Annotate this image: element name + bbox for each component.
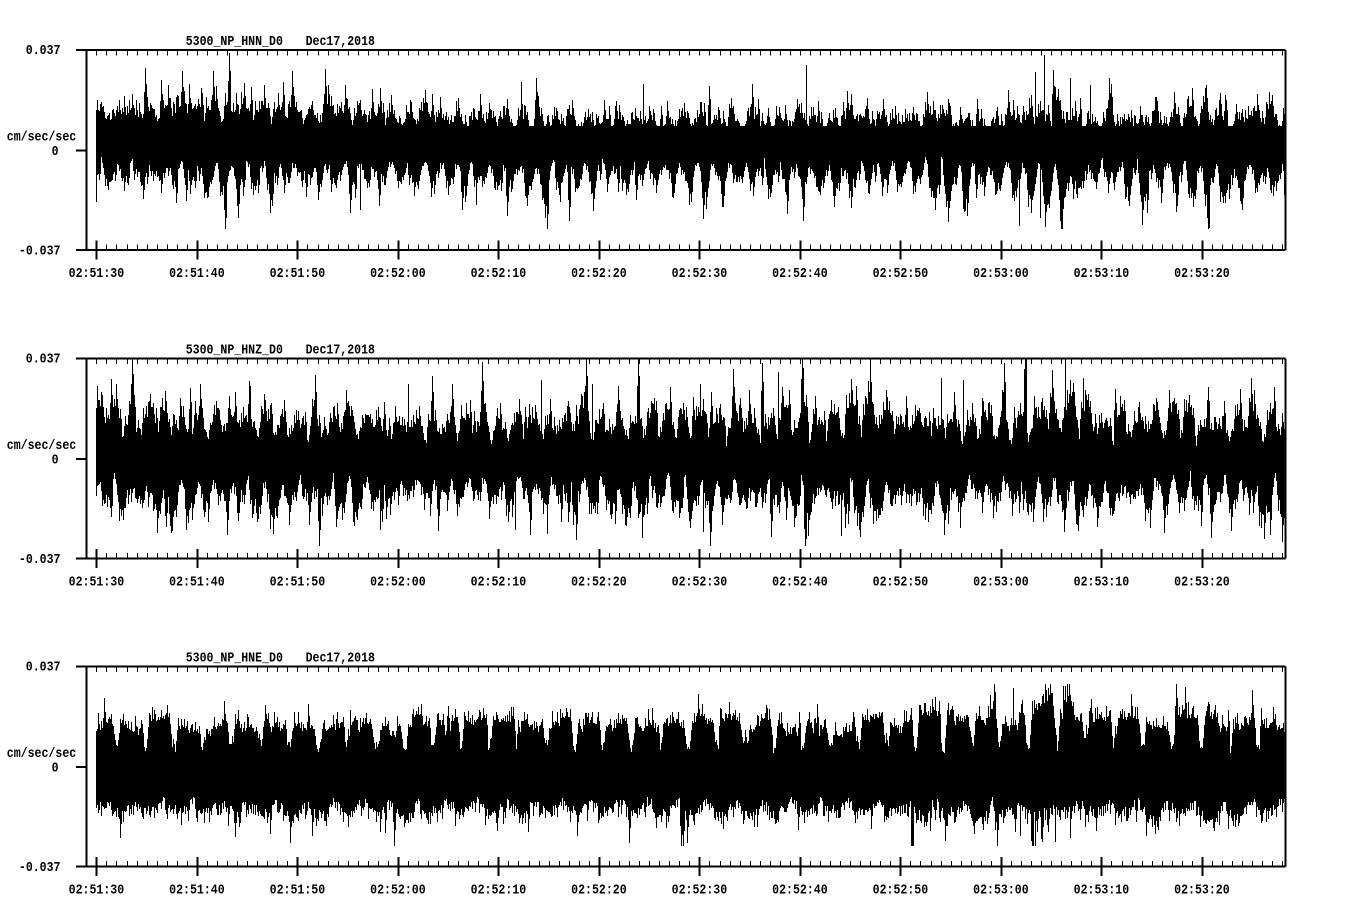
svg-text:02:52:50: 02:52:50 (873, 574, 929, 590)
svg-text:02:52:40: 02:52:40 (772, 574, 828, 590)
svg-text:cm/sec/sec: cm/sec/sec (7, 129, 76, 145)
svg-text:02:52:10: 02:52:10 (471, 882, 527, 898)
svg-text:02:53:20: 02:53:20 (1174, 882, 1230, 898)
svg-text:02:51:50: 02:51:50 (270, 266, 326, 282)
svg-text:02:51:50: 02:51:50 (270, 882, 326, 898)
svg-text:02:53:10: 02:53:10 (1074, 574, 1130, 590)
svg-text:cm/sec/sec: cm/sec/sec (7, 746, 76, 762)
svg-text:02:52:00: 02:52:00 (370, 882, 426, 898)
svg-text:02:52:50: 02:52:50 (873, 882, 929, 898)
svg-text:5300_NP_HNE_D0: 5300_NP_HNE_D0 (186, 650, 283, 666)
svg-text:02:51:30: 02:51:30 (69, 574, 125, 590)
svg-text:02:51:50: 02:51:50 (270, 574, 326, 590)
svg-text:-0.037: -0.037 (19, 860, 61, 876)
svg-text:5300_NP_HNN_D0: 5300_NP_HNN_D0 (186, 34, 283, 50)
svg-text:02:52:20: 02:52:20 (571, 266, 627, 282)
svg-text:02:53:00: 02:53:00 (973, 266, 1029, 282)
svg-text:02:52:40: 02:52:40 (772, 266, 828, 282)
svg-text:02:51:40: 02:51:40 (169, 882, 225, 898)
svg-text:02:53:20: 02:53:20 (1174, 266, 1230, 282)
svg-text:02:51:40: 02:51:40 (169, 266, 225, 282)
svg-text:02:51:30: 02:51:30 (69, 882, 125, 898)
svg-text:Dec17,2018: Dec17,2018 (306, 342, 375, 358)
svg-text:0: 0 (52, 453, 59, 469)
svg-text:02:52:10: 02:52:10 (471, 574, 527, 590)
svg-text:02:52:30: 02:52:30 (672, 574, 728, 590)
svg-text:02:51:30: 02:51:30 (69, 266, 125, 282)
svg-text:02:53:10: 02:53:10 (1074, 882, 1130, 898)
svg-text:02:52:50: 02:52:50 (873, 266, 929, 282)
svg-text:0.037: 0.037 (26, 43, 61, 59)
svg-text:02:52:20: 02:52:20 (571, 574, 627, 590)
svg-text:02:51:40: 02:51:40 (169, 574, 225, 590)
svg-text:-0.037: -0.037 (19, 243, 61, 259)
svg-text:02:52:30: 02:52:30 (672, 882, 728, 898)
svg-text:Dec17,2018: Dec17,2018 (306, 34, 375, 50)
svg-text:-0.037: -0.037 (19, 552, 61, 568)
svg-text:0: 0 (52, 144, 59, 160)
svg-text:02:53:20: 02:53:20 (1174, 574, 1230, 590)
svg-text:02:53:00: 02:53:00 (973, 574, 1029, 590)
svg-text:02:53:00: 02:53:00 (973, 882, 1029, 898)
svg-text:02:52:20: 02:52:20 (571, 882, 627, 898)
svg-text:02:52:00: 02:52:00 (370, 574, 426, 590)
svg-text:0.037: 0.037 (26, 351, 61, 367)
svg-text:0: 0 (52, 761, 59, 777)
svg-text:0.037: 0.037 (26, 659, 61, 675)
svg-text:02:52:30: 02:52:30 (672, 266, 728, 282)
svg-text:02:53:10: 02:53:10 (1074, 266, 1130, 282)
svg-text:02:52:10: 02:52:10 (471, 266, 527, 282)
svg-text:02:52:00: 02:52:00 (370, 266, 426, 282)
svg-text:Dec17,2018: Dec17,2018 (306, 650, 375, 666)
svg-text:02:52:40: 02:52:40 (772, 882, 828, 898)
svg-text:cm/sec/sec: cm/sec/sec (7, 438, 76, 454)
svg-text:5300_NP_HNZ_D0: 5300_NP_HNZ_D0 (186, 342, 283, 358)
